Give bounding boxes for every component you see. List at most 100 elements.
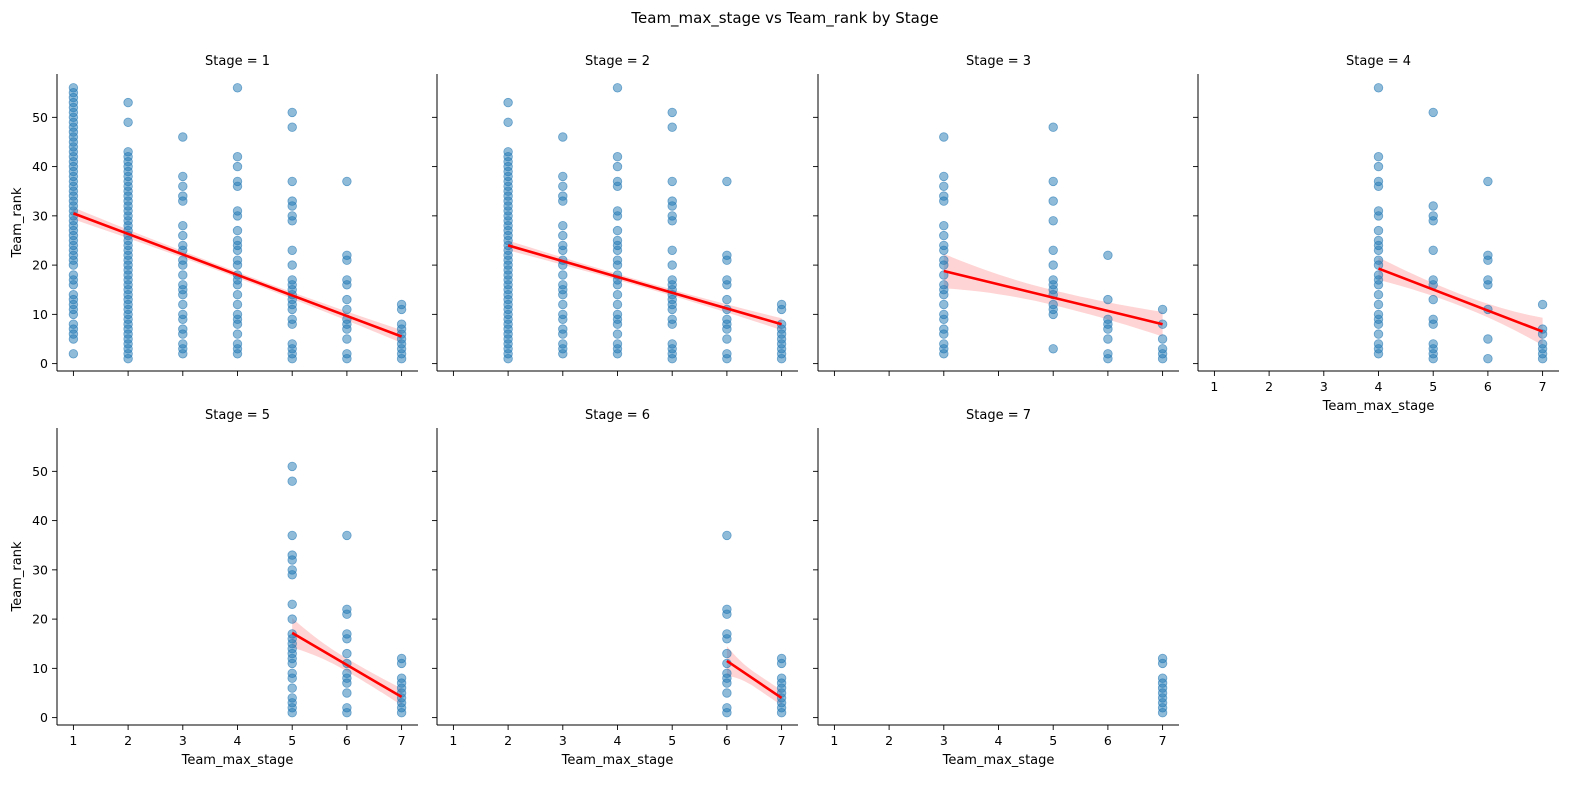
data-point xyxy=(558,339,568,349)
data-point xyxy=(178,230,188,241)
data-point xyxy=(939,255,949,265)
data-point xyxy=(232,299,243,310)
data-point xyxy=(178,220,188,231)
data-point xyxy=(667,122,677,132)
data-point xyxy=(612,235,623,246)
x-axis-label: Team_max_stage xyxy=(942,753,1055,768)
data-point xyxy=(1048,245,1058,256)
data-point xyxy=(342,604,352,615)
facet-panel-1: Stage = 1 0 10 20 30 40 50 Team_rank xyxy=(10,54,418,376)
data-point xyxy=(667,211,677,221)
data-point xyxy=(939,299,949,310)
data-point xyxy=(1048,344,1058,354)
data-point xyxy=(667,275,677,285)
data-point xyxy=(722,648,732,659)
data-point xyxy=(1428,339,1438,349)
data-point xyxy=(1373,176,1384,187)
data-point xyxy=(1103,349,1113,359)
data-point xyxy=(939,309,949,320)
data-point xyxy=(287,339,297,349)
x-tick-label: 6 xyxy=(723,733,731,748)
data-point xyxy=(178,171,188,182)
data-point xyxy=(287,476,297,486)
x-axis-label: Team_max_stage xyxy=(561,753,674,768)
x-tick-label: 7 xyxy=(1539,379,1547,394)
data-point xyxy=(342,304,352,315)
data-point xyxy=(287,683,297,693)
regression-line xyxy=(72,212,403,338)
data-point xyxy=(342,668,352,679)
y-tick-label: 40 xyxy=(32,513,48,528)
y-tick-label: 20 xyxy=(32,612,48,627)
data-point xyxy=(722,250,732,261)
data-point xyxy=(558,280,568,290)
data-point xyxy=(1373,235,1384,246)
data-point xyxy=(1428,275,1438,285)
data-point xyxy=(178,339,188,349)
data-point xyxy=(612,151,623,162)
data-point xyxy=(342,294,352,305)
data-point xyxy=(232,176,243,187)
data-point xyxy=(1373,225,1384,236)
data-point xyxy=(1103,334,1113,344)
data-point xyxy=(232,206,243,216)
data-point xyxy=(1048,196,1058,206)
data-point xyxy=(396,673,407,683)
data-point xyxy=(939,339,949,349)
regression-line xyxy=(943,269,1163,326)
x-tick-label: 4 xyxy=(1375,379,1383,394)
data-point xyxy=(232,235,243,246)
data-point xyxy=(342,275,352,285)
x-tick-label: 4 xyxy=(234,733,242,748)
data-point xyxy=(939,171,949,182)
data-point xyxy=(722,176,732,187)
data-point xyxy=(558,240,568,251)
regression-line xyxy=(507,244,782,326)
data-point xyxy=(342,334,352,344)
data-point xyxy=(1103,314,1113,325)
regression-ci-band xyxy=(726,646,782,706)
data-point xyxy=(178,324,188,334)
data-point xyxy=(178,255,188,265)
x-tick-label: 3 xyxy=(179,733,187,748)
data-point xyxy=(1483,176,1493,187)
x-tick-label: 2 xyxy=(124,733,132,748)
data-point xyxy=(1373,299,1384,310)
data-point xyxy=(178,191,188,201)
data-point xyxy=(68,290,79,300)
x-tick-label: 5 xyxy=(668,733,676,748)
data-point xyxy=(722,349,732,359)
x-tick-label: 5 xyxy=(1049,733,1057,748)
data-point xyxy=(342,629,352,639)
data-point xyxy=(178,309,188,320)
data-point xyxy=(667,107,677,118)
data-point xyxy=(1537,299,1548,310)
data-point xyxy=(612,206,623,216)
panel-title: Stage = 6 xyxy=(585,408,650,423)
data-point xyxy=(287,211,297,221)
data-point xyxy=(558,309,568,320)
data-point xyxy=(1428,314,1438,325)
data-point xyxy=(396,653,407,664)
x-tick-label: 4 xyxy=(995,733,1003,748)
data-point xyxy=(123,147,133,157)
data-point xyxy=(558,132,568,142)
data-point xyxy=(722,629,732,639)
x-tick-label: 6 xyxy=(1484,379,1492,394)
data-point xyxy=(123,97,133,108)
data-point xyxy=(1373,206,1384,216)
data-point xyxy=(1373,329,1384,339)
x-tick-label: 6 xyxy=(1104,733,1112,748)
y-tick-label: 10 xyxy=(32,307,48,322)
data-point xyxy=(1157,653,1168,664)
data-point xyxy=(1428,294,1438,305)
data-point xyxy=(287,693,297,703)
y-tick-label: 20 xyxy=(32,258,48,273)
panel-title: Stage = 7 xyxy=(966,408,1031,423)
data-point xyxy=(287,122,297,132)
data-point xyxy=(939,132,949,142)
data-point xyxy=(287,245,297,256)
y-tick-label: 0 xyxy=(40,356,48,371)
data-point xyxy=(1428,107,1438,118)
